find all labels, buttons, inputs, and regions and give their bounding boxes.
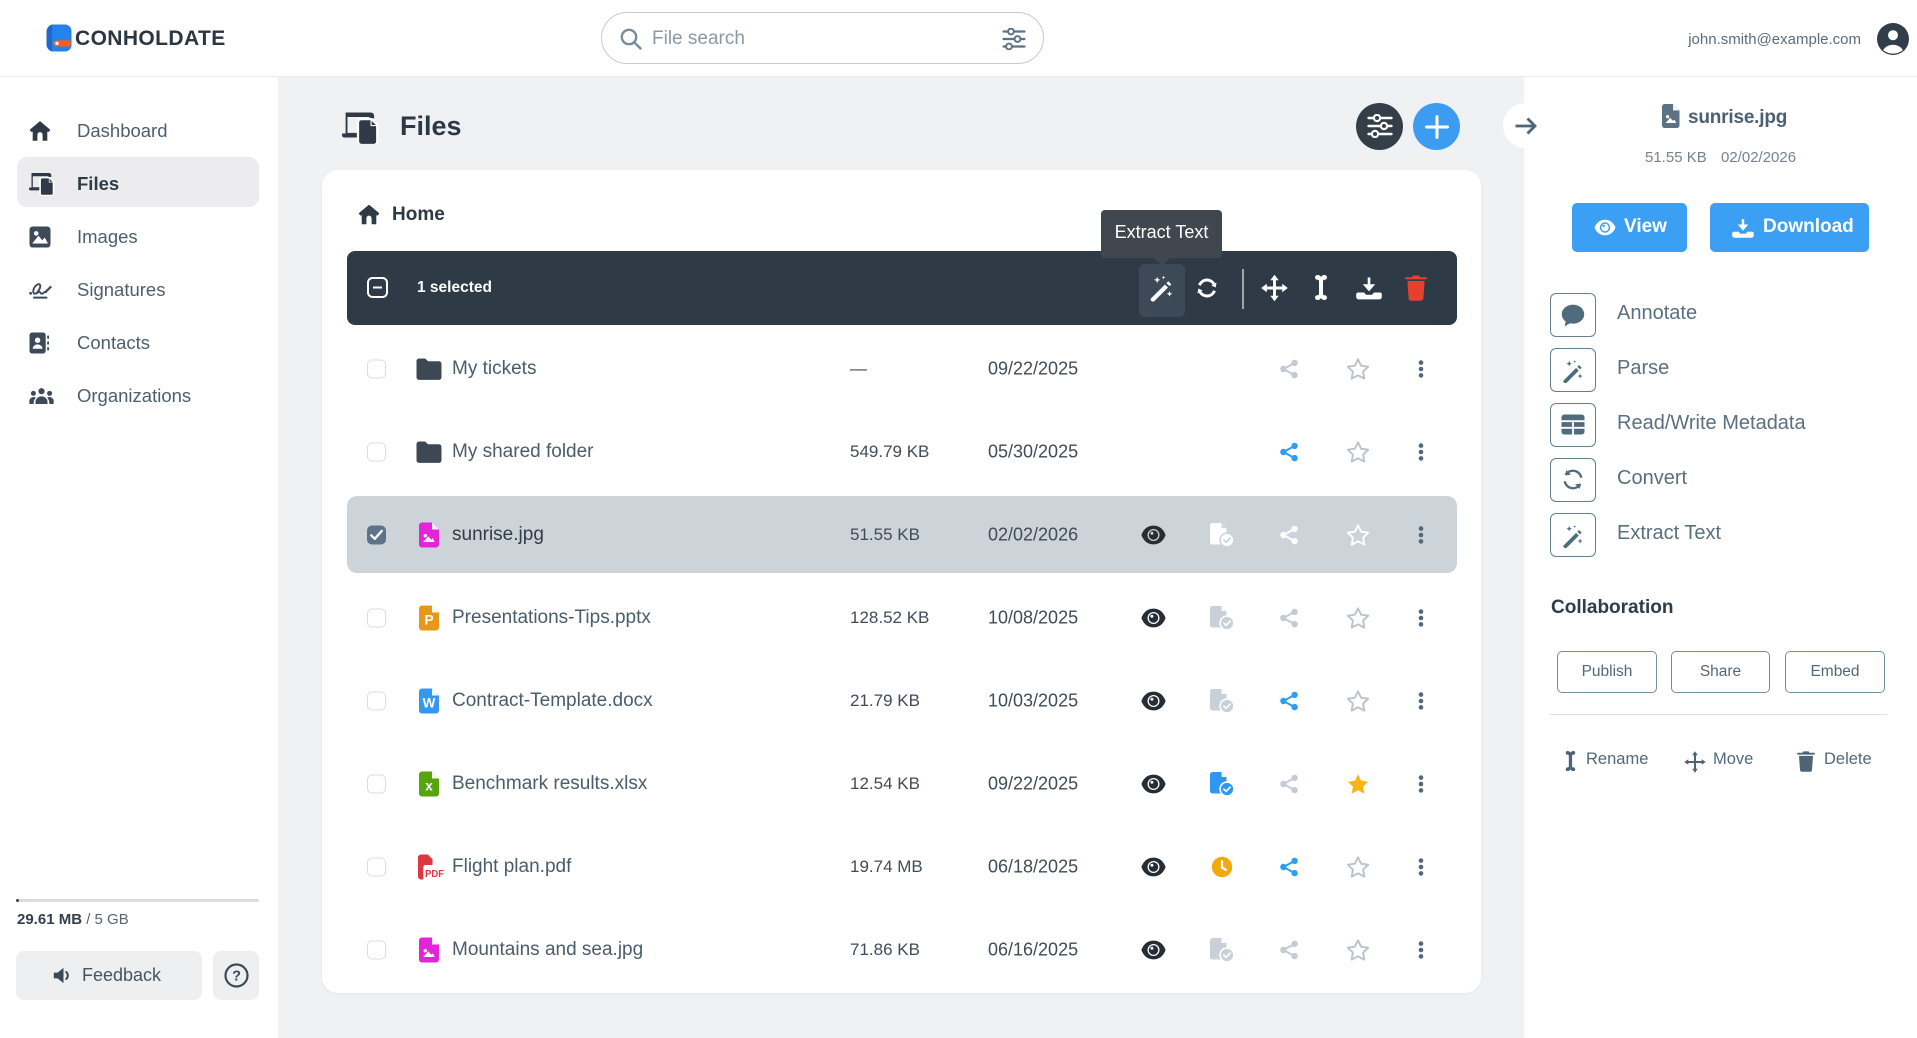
svg-text:PDF: PDF <box>425 868 445 879</box>
svg-text:?: ? <box>232 968 241 984</box>
svg-text:P: P <box>424 612 433 627</box>
svg-text:x: x <box>425 778 433 793</box>
svg-text:W: W <box>423 695 436 710</box>
